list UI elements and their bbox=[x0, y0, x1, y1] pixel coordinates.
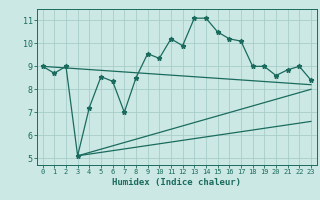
X-axis label: Humidex (Indice chaleur): Humidex (Indice chaleur) bbox=[112, 178, 241, 187]
